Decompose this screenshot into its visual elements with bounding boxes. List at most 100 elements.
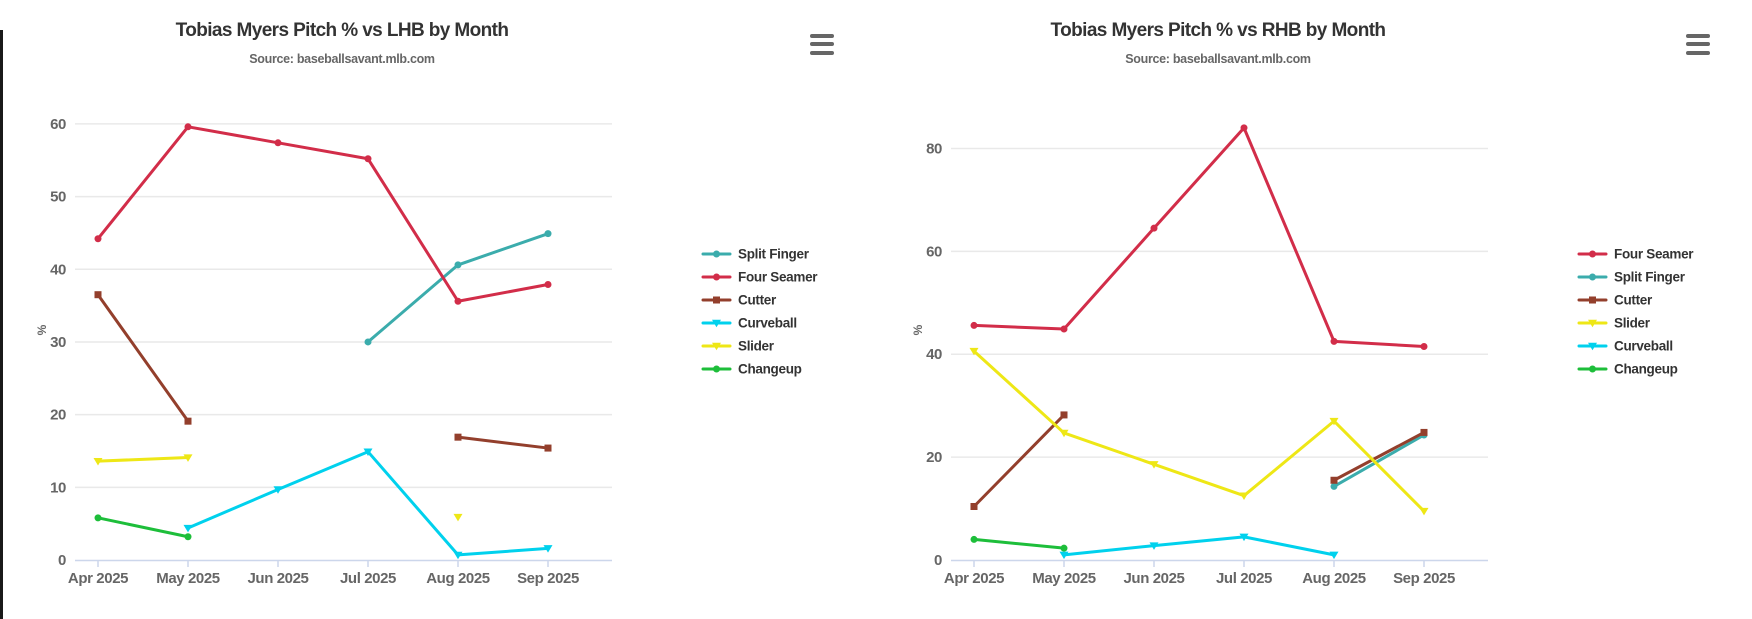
legend-marker-curveball xyxy=(712,319,721,328)
legend-item-changeup[interactable]: Changeup xyxy=(1577,362,1678,377)
data-point-marker-split-finger xyxy=(1330,482,1338,490)
legend-marker-changeup xyxy=(1589,365,1596,373)
data-point-marker-curveball xyxy=(543,545,553,553)
legend-item-slider[interactable]: Slider xyxy=(1577,316,1651,331)
x-tick-label: Jun 2025 xyxy=(1123,570,1184,587)
data-point-marker-curveball xyxy=(273,486,283,494)
legend-item-changeup[interactable]: Changeup xyxy=(701,362,802,377)
x-tick-label: Jul 2025 xyxy=(340,570,396,587)
series-four-seamer xyxy=(94,123,552,305)
data-point-marker-changeup xyxy=(970,535,978,543)
legend-marker-four-seamer xyxy=(1589,250,1596,258)
y-tick-label: 20 xyxy=(926,449,942,466)
data-point-marker-four-seamer xyxy=(454,297,462,305)
legend-label: Split Finger xyxy=(738,247,810,262)
series-line-cutter xyxy=(972,413,1066,508)
data-point-marker-curveball xyxy=(183,524,193,533)
x-tick-label: Sep 2025 xyxy=(1393,570,1455,587)
legend-marker-curveball xyxy=(1588,342,1597,351)
series-line-curveball xyxy=(1062,535,1336,557)
y-tick-label: 60 xyxy=(50,116,66,133)
data-point-marker-four-seamer xyxy=(1330,337,1338,345)
data-point-marker-cutter xyxy=(94,291,102,299)
data-point-marker-four-seamer xyxy=(1150,224,1158,232)
data-point-marker-cutter xyxy=(544,444,552,452)
x-tick-label: Jun 2025 xyxy=(247,570,308,587)
data-point-marker-cutter xyxy=(1420,428,1428,436)
data-point-marker-cutter xyxy=(1060,411,1068,419)
data-point-marker-four-seamer xyxy=(184,123,192,131)
x-tick-label: Aug 2025 xyxy=(1302,570,1366,587)
x-tick-label: May 2025 xyxy=(156,570,220,587)
y-tick-label: 40 xyxy=(926,346,942,363)
data-point-marker-four-seamer xyxy=(364,155,372,163)
data-point-marker-slider xyxy=(1059,429,1069,438)
data-point-marker-slider xyxy=(93,457,103,466)
y-tick-label: 80 xyxy=(926,140,942,157)
chart-context-menu-button[interactable] xyxy=(1686,32,1710,56)
legend-label: Changeup xyxy=(738,362,802,377)
hamburger-menu-icon xyxy=(1686,33,1710,55)
data-point-marker-cutter xyxy=(454,433,462,441)
legend-label: Slider xyxy=(738,339,775,354)
rhb-line-chart: 0 20 40 60 80 Apr 2025 May 2025 Jun 2025 Jul 202… xyxy=(911,124,1695,587)
series-slider xyxy=(93,454,463,522)
legend-label: Cutter xyxy=(1614,293,1653,308)
data-point-marker-cutter xyxy=(1330,476,1338,484)
data-point-marker-four-seamer xyxy=(1240,124,1248,132)
data-point-marker-slider xyxy=(1329,417,1339,426)
legend-item-slider[interactable]: Slider xyxy=(701,339,775,354)
screen-left-border xyxy=(0,30,3,619)
data-point-marker-changeup xyxy=(94,514,102,522)
legend-item-four-seamer[interactable]: Four Seamer xyxy=(701,270,819,285)
legend-item-curveball[interactable]: Curveball xyxy=(701,316,797,331)
series-changeup xyxy=(94,514,192,541)
legend-marker-changeup xyxy=(713,365,720,373)
data-point-marker-four-seamer xyxy=(1420,343,1428,351)
legend-label: Four Seamer xyxy=(1614,247,1694,262)
data-point-marker-curveball xyxy=(1239,533,1249,542)
data-point-marker-four-seamer xyxy=(970,321,978,329)
x-tick-label: Aug 2025 xyxy=(426,570,490,587)
data-point-marker-slider xyxy=(453,513,463,522)
data-point-marker-slider xyxy=(183,454,193,462)
legend-label: Cutter xyxy=(738,293,777,308)
legend-item-four-seamer[interactable]: Four Seamer xyxy=(1577,247,1695,262)
data-point-marker-curveball xyxy=(1149,542,1159,550)
data-point-marker-slider xyxy=(1239,492,1249,500)
data-point-marker-split-finger xyxy=(544,230,552,238)
legend-item-cutter[interactable]: Cutter xyxy=(1577,293,1653,308)
y-tick-label: 60 xyxy=(926,243,942,260)
series-line-slider xyxy=(96,456,190,463)
legend-item-split-finger[interactable]: Split Finger xyxy=(1577,270,1686,285)
x-tick-label: Jul 2025 xyxy=(1216,570,1272,587)
series-changeup xyxy=(970,535,1068,552)
legend-label: Curveball xyxy=(1614,339,1673,354)
series-four-seamer xyxy=(970,124,1428,351)
data-point-marker-curveball xyxy=(453,551,463,560)
data-point-marker-slider xyxy=(969,347,979,356)
data-point-marker-four-seamer xyxy=(94,235,102,243)
y-axis-label: % xyxy=(35,324,49,335)
chart-title: Tobias Myers Pitch % vs RHB by Month xyxy=(1050,20,1386,41)
legend-label: Split Finger xyxy=(1614,270,1686,285)
chart-context-menu-button[interactable] xyxy=(810,32,834,56)
chart-title: Tobias Myers Pitch % vs LHB by Month xyxy=(175,20,509,41)
y-tick-label: 30 xyxy=(50,334,66,351)
legend-item-split-finger[interactable]: Split Finger xyxy=(701,247,810,262)
series-line-split-finger xyxy=(366,232,550,344)
legend-label: Changeup xyxy=(1614,362,1678,377)
x-tick-label: Sep 2025 xyxy=(517,570,579,587)
data-point-marker-cutter xyxy=(970,502,978,510)
series-line-cutter xyxy=(96,293,190,423)
legend-item-curveball[interactable]: Curveball xyxy=(1577,339,1673,354)
legend-label: Curveball xyxy=(738,316,797,331)
data-point-marker-split-finger xyxy=(364,338,372,346)
data-point-marker-four-seamer xyxy=(274,139,282,147)
legend-label: Slider xyxy=(1614,316,1651,331)
pitch-chart-card-rhb: 0 20 40 60 80 Apr 2025 May 2025 Jun 2025 Jul 202… xyxy=(876,0,1752,619)
x-tick-label: Apr 2025 xyxy=(944,570,1004,587)
chart-subtitle: Source: baseballsavant.mlb.com xyxy=(1125,51,1311,66)
series-line-split-finger xyxy=(1332,433,1426,488)
legend-item-cutter[interactable]: Cutter xyxy=(701,293,777,308)
